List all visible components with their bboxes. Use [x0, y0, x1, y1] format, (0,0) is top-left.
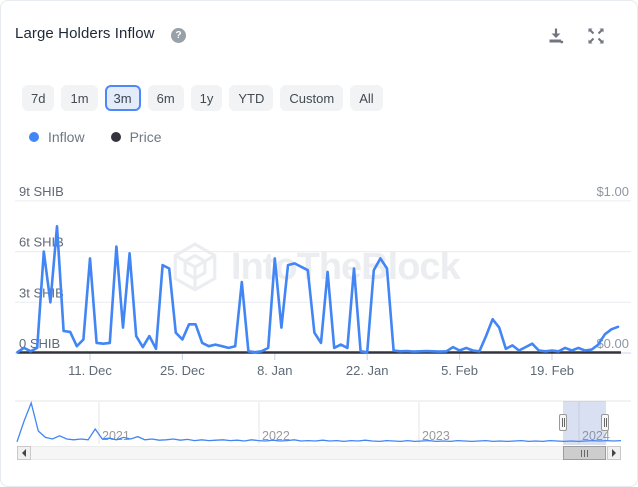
navigator-year-label: 2024	[582, 429, 610, 443]
help-icon[interactable]: ?	[171, 28, 186, 43]
price-dot-icon	[110, 132, 121, 142]
range-selector: 7d 1m 3m 6m 1y YTD Custom All	[22, 85, 383, 111]
page-title: Large Holders Inflow	[15, 25, 155, 42]
range-7d[interactable]: 7d	[22, 85, 55, 111]
scrollbar-right-arrow[interactable]	[607, 446, 621, 460]
y-axis-label: 6t SHIB	[19, 235, 64, 250]
navigator-selection[interactable]	[563, 401, 606, 445]
legend-label-inflow: Inflow	[48, 129, 85, 145]
range-3m[interactable]: 3m	[104, 85, 141, 111]
expand-icon[interactable]	[586, 26, 606, 46]
range-6m[interactable]: 6m	[147, 85, 184, 111]
range-ytd[interactable]: YTD	[229, 85, 274, 111]
right-axis-label: $1.00	[596, 184, 629, 199]
legend: Inflow Price	[29, 129, 161, 145]
intotheblock-logo-icon	[173, 242, 217, 292]
range-all[interactable]: All	[350, 85, 383, 111]
legend-label-price: Price	[129, 129, 162, 145]
range-custom[interactable]: Custom	[280, 85, 344, 111]
inflow-series-line	[16, 225, 620, 354]
x-axis-label: 25. Dec	[160, 363, 205, 378]
inflow-dot-icon	[29, 132, 39, 142]
chart-plot-area[interactable]	[15, 185, 631, 353]
navigator-year-label: 2021	[102, 429, 130, 443]
navigator-year-label: 2022	[262, 429, 290, 443]
legend-item-price[interactable]: Price	[110, 129, 162, 145]
navigator-year-label: 2023	[422, 429, 450, 443]
y-axis-label: 0 SHIB	[19, 336, 60, 351]
watermark: IntoTheBlock	[169, 241, 461, 293]
x-axis-label: 19. Feb	[530, 363, 574, 378]
watermark-text: IntoTheBlock	[231, 245, 461, 288]
x-axis-label: 22. Jan	[346, 363, 389, 378]
download-icon[interactable]	[546, 26, 566, 46]
scrollbar-thumb[interactable]	[563, 446, 606, 460]
x-axis-label: 5. Feb	[441, 363, 478, 378]
navigator-handle-right[interactable]	[601, 414, 609, 431]
x-axis-label: 11. Dec	[68, 363, 112, 378]
scrollbar-left-arrow[interactable]	[17, 446, 31, 460]
x-axis-label: 8. Jan	[257, 363, 292, 378]
range-1y[interactable]: 1y	[190, 85, 223, 111]
scrollbar-track[interactable]	[17, 446, 621, 460]
range-1m[interactable]: 1m	[61, 85, 98, 111]
navigator-series-line	[16, 400, 622, 443]
y-axis-label: 9t SHIB	[19, 184, 64, 199]
navigator-handle-left[interactable]	[559, 414, 567, 431]
right-axis-label: $0.00	[596, 336, 629, 351]
legend-item-inflow[interactable]: Inflow	[29, 129, 85, 145]
